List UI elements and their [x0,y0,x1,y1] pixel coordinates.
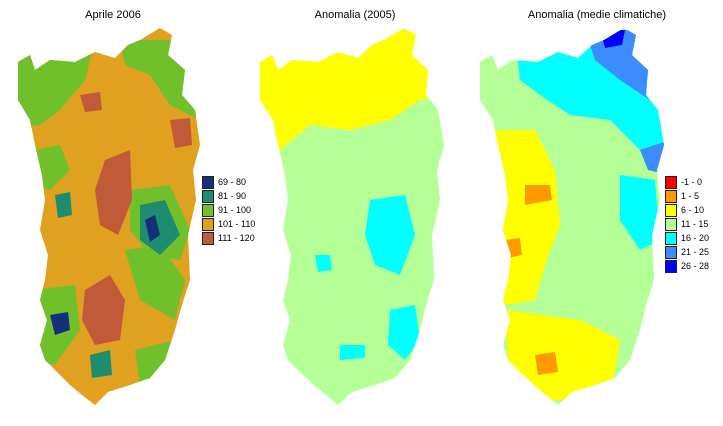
legend-label: 111 - 120 [218,233,255,243]
legend-item: 6 - 10 [665,203,709,217]
panel-aprile-2006: Aprile 2006 69 - 80 81 - 90 91 - 100 101 - … [0,0,255,426]
legend-label: 21 - 25 [681,247,710,257]
legend-anomalia-medie-climatiche: -1 - 0 1 - 5 6 - 10 11 - 15 16 - 20 21 - 25 26… [665,175,709,273]
legend-label: 26 - 28 [681,261,710,271]
legend-label: 69 - 80 [218,177,247,187]
legend-swatch [665,189,677,203]
map-sardinia-anomalia-medie-climatiche [480,28,664,405]
legend-item: 26 - 28 [665,259,709,273]
legend-label: 16 - 20 [681,233,710,243]
legend-item: 69 - 80 [202,175,255,189]
legend-swatch [665,203,677,217]
legend-swatch [202,203,214,217]
legend-item: 11 - 15 [665,217,709,231]
legend-swatch [665,245,677,259]
legend-label: 91 - 100 [218,205,252,215]
legend-item: 111 - 120 [202,231,255,245]
legend-swatch [202,175,214,189]
legend-swatch [665,231,677,245]
panel-title: Anomalia (2005) [314,9,396,21]
legend-item: 16 - 20 [665,231,709,245]
legend-item: 1 - 5 [665,189,709,203]
map-sardinia-anomalia-2005 [260,28,444,405]
legend-swatch [202,231,214,245]
panel-title: Anomalia (medie climatiche) [527,9,667,21]
legend-swatch [202,189,214,203]
legend-label: 101 - 110 [218,219,256,229]
legend-swatch [665,175,677,189]
legend-label: -1 - 0 [681,177,703,187]
legend-label: 81 - 90 [218,191,247,201]
legend-swatch [665,217,677,231]
legend-item: 21 - 25 [665,245,709,259]
legend-swatch [202,217,214,231]
map-sardinia-aprile-2006 [18,28,200,405]
panel-anomalia-2005: Anomalia (2005) [240,0,480,426]
legend-label: 11 - 15 [681,219,709,229]
legend-aprile-2006: 69 - 80 81 - 90 91 - 100 101 - 110 111 - 120 [202,175,255,245]
panel-title: Aprile 2006 [85,9,141,21]
panel-anomalia-medie-climatiche: Anomalia (medie climatiche) -1 - 0 1 - 5 6… [480,0,723,426]
legend-item: 81 - 90 [202,189,255,203]
legend-item: 91 - 100 [202,203,255,217]
legend-item: -1 - 0 [665,175,709,189]
legend-item: 101 - 110 [202,217,255,231]
legend-swatch [665,259,677,273]
legend-label: 6 - 10 [681,205,705,215]
legend-label: 1 - 5 [681,191,700,201]
